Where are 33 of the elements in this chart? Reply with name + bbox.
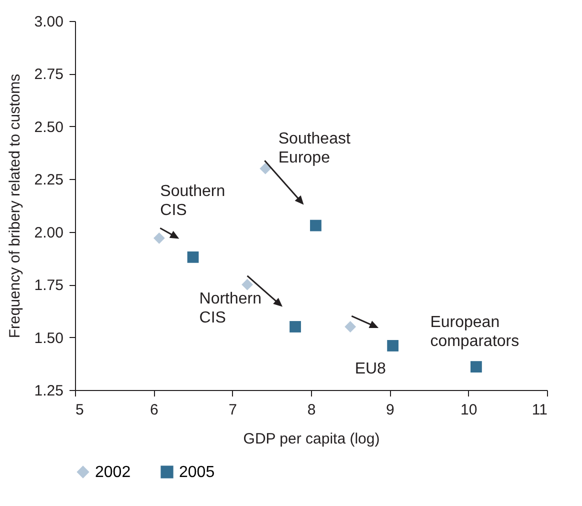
x-tick-label: 8 xyxy=(307,402,316,418)
x-tick-label: 5 xyxy=(76,402,84,418)
annotation: Northern CIS xyxy=(199,290,262,327)
x-tick-label: 7 xyxy=(228,402,238,418)
point xyxy=(260,162,272,174)
x-tick-label: 10 xyxy=(460,402,478,418)
point xyxy=(153,232,165,244)
y-tick-label: 2.75 xyxy=(34,66,64,84)
annotation: EU8 xyxy=(354,360,386,378)
y-tick-label: 2.25 xyxy=(34,172,64,189)
y-tick-label: 2.50 xyxy=(34,118,64,136)
legend-label: 2005 xyxy=(179,464,215,481)
point xyxy=(387,340,399,352)
x-tick-label: 6 xyxy=(150,402,158,418)
y-tick-label: 1.25 xyxy=(34,382,64,400)
x-tick-label: 9 xyxy=(386,402,394,418)
point xyxy=(290,321,301,332)
annotation: Southeast Europe xyxy=(278,130,351,167)
y-tick-label: 2.00 xyxy=(34,224,64,242)
point xyxy=(187,251,199,263)
point xyxy=(242,278,253,290)
annotation: Southern CIS xyxy=(160,183,226,220)
x-tick-label: 11 xyxy=(532,402,548,418)
point xyxy=(310,220,322,232)
point xyxy=(470,361,482,373)
y-tick-label: 1.75 xyxy=(34,277,64,294)
point xyxy=(344,321,356,332)
x-axis-title: GDP per capita (log) xyxy=(243,430,380,448)
annotation: European comparators xyxy=(430,314,520,350)
y-tick-label: 3.00 xyxy=(34,14,64,30)
legend-label: 2002 xyxy=(95,464,131,481)
y-tick-label: 1.50 xyxy=(34,330,64,347)
y-axis-title: Frequency of bribery related to customs xyxy=(6,74,24,338)
